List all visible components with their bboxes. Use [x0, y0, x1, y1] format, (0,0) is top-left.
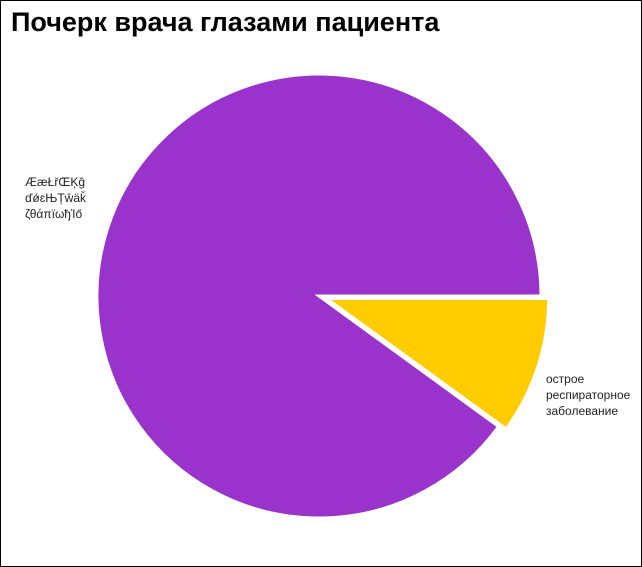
pie-slice	[95, 72, 543, 520]
chart-title: Почерк врача глазами пациента	[11, 7, 440, 37]
slice-label: острое респираторное заболевание	[546, 372, 631, 418]
slice-label: ÆæŁřŒĶĝ ďǿɛЊȚŵäǩ ζθάπïωђἸő	[25, 175, 87, 221]
pie-slice	[321, 296, 551, 432]
